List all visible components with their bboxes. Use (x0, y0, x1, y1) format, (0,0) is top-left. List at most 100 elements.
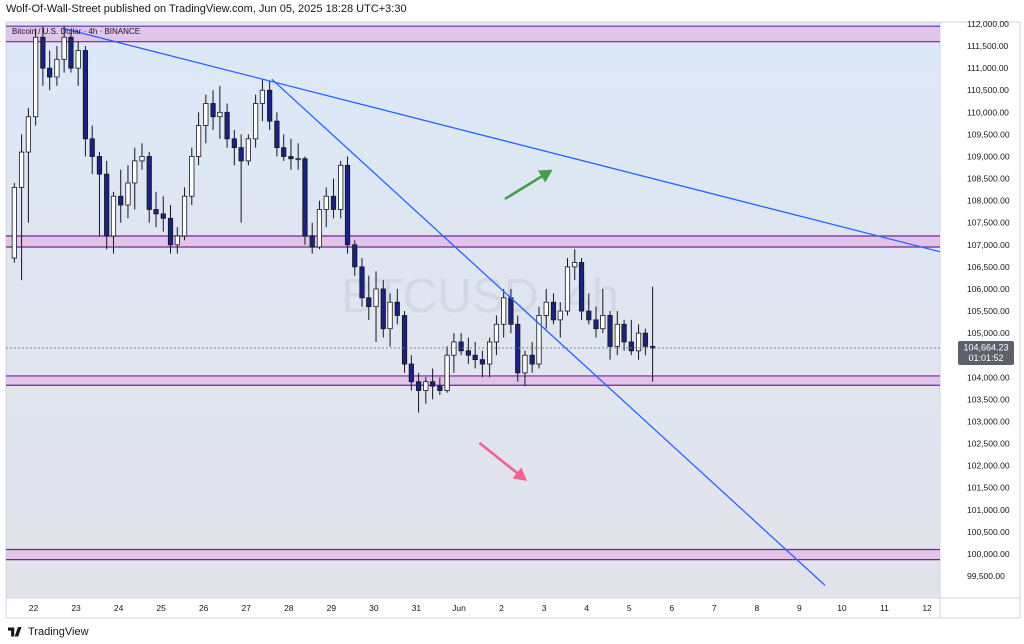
candle-up[interactable] (487, 337, 493, 378)
candle-up[interactable] (501, 288, 507, 338)
candle-down[interactable] (472, 341, 478, 369)
candle-up[interactable] (54, 46, 60, 86)
candle-up[interactable] (25, 107, 31, 223)
candle-up[interactable] (522, 350, 528, 387)
candle-up[interactable] (444, 346, 450, 393)
candle-down[interactable] (394, 288, 400, 325)
footer-branding: TradingView (8, 624, 89, 640)
candle-down[interactable] (274, 112, 280, 157)
candle-down[interactable] (607, 311, 613, 360)
candle-up[interactable] (253, 94, 259, 148)
candle-up[interactable] (132, 147, 138, 210)
candle-down[interactable] (118, 169, 124, 223)
candle-down[interactable] (430, 368, 436, 400)
candle-body (189, 156, 195, 197)
candle-up[interactable] (75, 41, 81, 86)
candle-up[interactable] (11, 182, 17, 263)
candle-down[interactable] (458, 333, 464, 356)
candle-down[interactable] (515, 315, 521, 382)
candle-up[interactable] (536, 306, 542, 369)
candle-down[interactable] (281, 134, 287, 161)
candle-down[interactable] (479, 350, 486, 378)
candle-up[interactable] (174, 227, 180, 254)
candle-up[interactable] (259, 79, 266, 122)
candle-down[interactable] (210, 90, 216, 130)
candle-down[interactable] (593, 306, 599, 338)
candle-down[interactable] (586, 293, 592, 325)
candle-down[interactable] (437, 377, 443, 395)
candle-up[interactable] (600, 288, 606, 334)
candle-down[interactable] (40, 26, 46, 86)
candle-down[interactable] (231, 129, 237, 166)
candle-up[interactable] (217, 85, 223, 139)
candle-down[interactable] (68, 32, 74, 73)
candle-up[interactable] (33, 28, 39, 126)
candle-down[interactable] (621, 319, 627, 351)
candle-up[interactable] (543, 288, 549, 329)
candle-up[interactable] (18, 134, 25, 281)
candle-up[interactable] (195, 112, 202, 166)
candle-down[interactable] (146, 152, 152, 223)
candle-up[interactable] (245, 134, 251, 166)
candle-up[interactable] (493, 315, 500, 356)
candle-down[interactable] (352, 240, 358, 276)
candle-up[interactable] (564, 258, 571, 316)
candle-down[interactable] (89, 125, 95, 175)
candle-up[interactable] (125, 165, 131, 219)
candle-down[interactable] (578, 258, 585, 320)
candle-down[interactable] (628, 319, 634, 356)
candle-down[interactable] (401, 311, 408, 373)
candle-up[interactable] (203, 94, 209, 144)
candle-down[interactable] (344, 156, 351, 254)
candle-down[interactable] (330, 178, 337, 219)
candle-down[interactable] (550, 293, 557, 325)
candle-body (401, 315, 408, 365)
candle-down[interactable] (366, 275, 372, 320)
candle-body (430, 381, 436, 387)
candle-up[interactable] (557, 302, 563, 338)
arrow-up-icon[interactable] (504, 169, 553, 200)
candle-up[interactable] (61, 26, 67, 73)
candle-down[interactable] (408, 355, 414, 391)
candle-up[interactable] (635, 324, 642, 360)
candle-up[interactable] (295, 143, 301, 170)
candle-down[interactable] (529, 341, 535, 373)
candle-down[interactable] (167, 205, 174, 254)
arrow-down-icon[interactable] (478, 442, 528, 482)
candle-down[interactable] (160, 196, 166, 232)
candle-up[interactable] (451, 333, 457, 373)
candle-body (224, 111, 230, 140)
candle-up[interactable] (181, 187, 188, 241)
candle-down[interactable] (302, 156, 308, 245)
candle-up[interactable] (189, 147, 195, 206)
candle-down[interactable] (309, 222, 315, 254)
candle-up[interactable] (572, 249, 578, 281)
candle-up[interactable] (323, 187, 329, 228)
trendline[interactable] (63, 27, 999, 266)
candle-up[interactable] (316, 200, 323, 250)
candle-down[interactable] (465, 337, 471, 365)
candle-down[interactable] (642, 328, 648, 356)
candle-up[interactable] (139, 143, 145, 170)
candle-down[interactable] (153, 191, 159, 228)
candle-down[interactable] (380, 280, 386, 338)
candle-down[interactable] (96, 152, 103, 236)
candle-down[interactable] (224, 103, 230, 148)
candle-up[interactable] (110, 191, 117, 254)
candle-up[interactable] (338, 160, 344, 219)
candle-down[interactable] (104, 160, 110, 250)
candle-down[interactable] (650, 286, 656, 382)
candle-down[interactable] (288, 138, 294, 170)
candle-down[interactable] (359, 258, 365, 307)
candle-up[interactable] (423, 377, 429, 404)
candle-down[interactable] (267, 81, 273, 130)
candle-up[interactable] (614, 311, 620, 356)
candle-down[interactable] (415, 372, 422, 413)
candle-up[interactable] (387, 293, 393, 347)
candle-up[interactable] (373, 271, 379, 342)
candle-down[interactable] (82, 46, 89, 157)
candle-down[interactable] (47, 50, 53, 91)
trendline[interactable] (271, 78, 826, 586)
candle-down[interactable] (238, 134, 244, 223)
